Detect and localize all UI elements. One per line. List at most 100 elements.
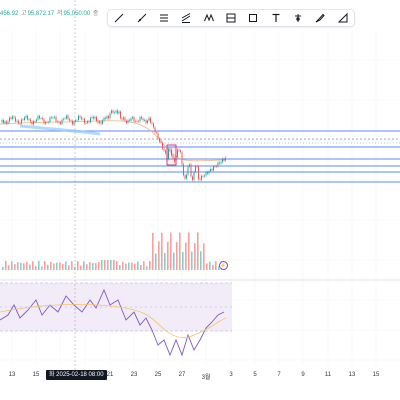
- rectangle-icon: [249, 14, 258, 22]
- measure-ruler-tool[interactable]: [336, 11, 350, 25]
- candle-body: [192, 176, 193, 180]
- volume-bar: [131, 262, 133, 270]
- candle-body: [165, 150, 166, 154]
- candle-body: [48, 122, 49, 123]
- volume-bar: [65, 261, 67, 270]
- candle-body: [117, 110, 118, 114]
- volume-bar: [98, 261, 100, 270]
- candle-body: [198, 166, 199, 180]
- x-tick-label: 9: [301, 372, 305, 378]
- grid: [0, 30, 400, 365]
- volume-bar: [170, 232, 172, 270]
- candle-body: [150, 117, 151, 123]
- candle-body: [100, 121, 102, 124]
- candle-body: [27, 115, 28, 120]
- close-label: 종: [92, 11, 99, 17]
- candle-body: [114, 112, 115, 114]
- candle-body: [25, 115, 27, 118]
- ray-tool[interactable]: [135, 11, 149, 25]
- volume-bar: [107, 260, 109, 270]
- volume-bar: [125, 263, 127, 270]
- pin-tool[interactable]: [291, 11, 305, 25]
- candle-body: [103, 117, 105, 121]
- volume-bar: [26, 261, 28, 270]
- highlight-rectangle[interactable]: [166, 144, 177, 166]
- volume-bar: [194, 242, 196, 270]
- rectangle-tool[interactable]: [246, 11, 260, 25]
- candle-body: [24, 117, 25, 120]
- parallel-channel-tool[interactable]: [179, 11, 193, 25]
- volume-bar: [203, 243, 205, 270]
- text-tool[interactable]: [269, 11, 283, 25]
- text-icon: [272, 13, 280, 22]
- candle-body: [214, 166, 216, 167]
- candle-body: [88, 121, 90, 123]
- volume-bar: [149, 261, 151, 270]
- candle-body: [157, 132, 159, 139]
- candle-body: [171, 149, 172, 156]
- moving-average-orange: [0, 120, 226, 162]
- volume-bar: [167, 241, 169, 270]
- candle-body: [201, 175, 202, 180]
- candle-body: [118, 111, 120, 114]
- candle-body: [18, 120, 19, 124]
- candle-body: [57, 121, 58, 123]
- candle-body: [121, 118, 123, 120]
- candle-body: [139, 117, 141, 122]
- volume-bar: [179, 232, 181, 270]
- x-tick-label: 5: [253, 372, 257, 378]
- volume-bar: [113, 260, 115, 270]
- candle-body: [138, 121, 139, 122]
- candle-body: [154, 127, 156, 133]
- pattern-tool[interactable]: [202, 11, 216, 25]
- x-tick-label: 13: [8, 372, 16, 378]
- candle-body: [97, 120, 99, 123]
- candle-body: [151, 122, 153, 124]
- candle-body: [9, 117, 10, 122]
- candle-body: [45, 121, 46, 124]
- candle-body: [148, 117, 150, 121]
- candle-body: [55, 116, 57, 122]
- high-value: 95,872.17: [27, 11, 55, 17]
- volume-bar: [188, 232, 190, 270]
- candle-body: [144, 119, 145, 121]
- candle-body: [70, 120, 72, 122]
- candle-body: [7, 121, 9, 124]
- horizontal-levels[interactable]: [0, 130, 400, 183]
- fib-retracement-tool[interactable]: [157, 11, 171, 25]
- trend-line-tool[interactable]: [112, 11, 126, 25]
- candle-body: [66, 115, 67, 119]
- candle-body: [105, 117, 106, 119]
- volume-bars: [2, 232, 226, 270]
- candle-body: [141, 117, 142, 119]
- high-label: 고: [21, 11, 27, 17]
- candle-body: [1, 120, 3, 122]
- candle-body: [109, 113, 111, 119]
- events-badge[interactable]: ⚡: [219, 261, 228, 270]
- volume-bar: [176, 242, 178, 270]
- candle-body: [199, 179, 201, 180]
- x-tick-label: 11: [324, 372, 332, 378]
- volume-bar: [146, 266, 148, 270]
- candle-body: [60, 122, 61, 124]
- volume-bar: [122, 261, 124, 270]
- candle-body: [202, 175, 204, 177]
- candle-body: [145, 119, 147, 124]
- volume-bar: [59, 262, 61, 270]
- rsi-line: [0, 288, 225, 357]
- x-tick-label: 13: [348, 372, 356, 378]
- volume-bar: [152, 232, 154, 270]
- volume-bar: [197, 232, 199, 270]
- candle-body: [19, 123, 21, 124]
- ruler-icon: [337, 13, 348, 23]
- channel-icon: [181, 13, 191, 23]
- brush-tool[interactable]: [313, 11, 327, 25]
- volume-bar: [173, 252, 175, 270]
- measure-tool[interactable]: [224, 11, 238, 25]
- candle-body: [72, 120, 73, 125]
- candle-body: [22, 119, 24, 121]
- candle-body: [108, 116, 109, 119]
- candle-body: [184, 175, 186, 179]
- line-icon: [114, 13, 124, 23]
